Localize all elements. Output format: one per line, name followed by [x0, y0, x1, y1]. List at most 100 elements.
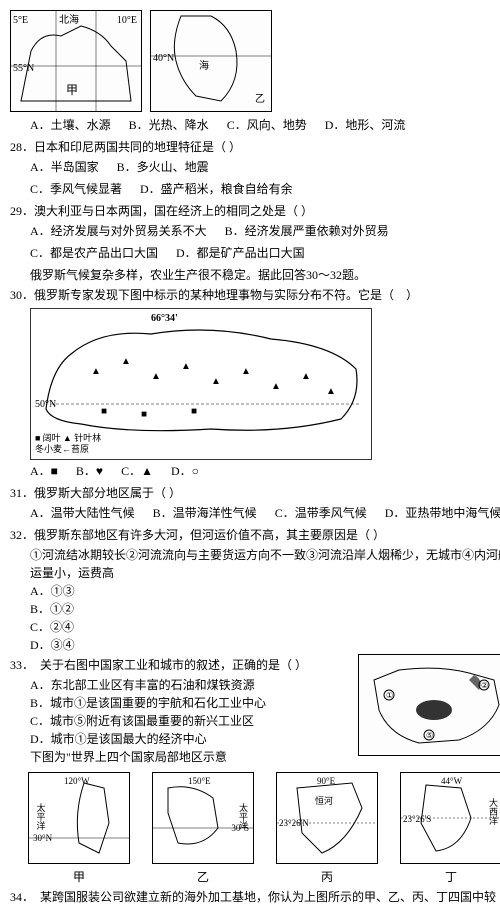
q28-D: D．盛产稻米，粮食自给有余 — [140, 180, 293, 198]
q30-options: A．■ B．♥ C．▲ D．○ — [30, 462, 500, 480]
map1-topleft: 5°E — [13, 13, 28, 28]
q33-stem: 33． 关于右图中国家工业和城市的叙述，正确的是（ ） — [10, 656, 350, 674]
map2-center: 海 — [199, 59, 209, 74]
q31-D: D．亚热带地中海气候 — [385, 504, 500, 522]
q30-D: D．○ — [171, 462, 199, 480]
russia-map: ▲ ▲ ▲ ▲ ▲ ▲ ▲ ▲ ▲ ■ ■ ■ 66°34' 50°N ■ 阔叶 ▲ 针叶林 冬… — [30, 308, 372, 460]
m1-left: 太平洋 — [33, 803, 47, 830]
map1-topright: 10°E — [117, 13, 137, 28]
q32-B: B．①② — [30, 600, 500, 618]
map1-side: 55°N — [13, 61, 34, 76]
m2-bottom: 30°S — [231, 822, 249, 836]
m1-top: 120°W — [64, 775, 90, 789]
q31-B: B．温带海洋性气候 — [153, 504, 257, 522]
svg-text:▲: ▲ — [271, 381, 281, 392]
m4-right: 大西洋 — [486, 798, 500, 825]
m1-name: 甲 — [29, 868, 129, 886]
q29-options-2: C．都是农产品出口大国 D．都是矿产品出口大国 — [30, 244, 500, 262]
q33-wrap: 33． 关于右图中国家工业和城市的叙述，正确的是（ ） A．东北部工业区有丰富的… — [10, 654, 500, 766]
q34-stem: 34． 某跨国服装公司欲建立新的海外加工基地，你认为上图所示的甲、乙、丙、丁四国… — [10, 888, 500, 906]
svg-text:▲: ▲ — [121, 356, 131, 367]
q28-stem: 28．日本和印尼两国共同的地理特征是（ ） — [10, 138, 500, 156]
map-1: 5°E 北海 10°E 55°N 甲 — [10, 10, 142, 112]
map1-topmid: 北海 — [59, 13, 79, 28]
q27-B: B．光热、降水 — [129, 116, 209, 134]
q31-stem: 31．俄罗斯大部分地区属于（ ） — [10, 484, 500, 502]
q29-stem: 29．澳大利亚与日本两国，国在经济上的相同之处是（ ） — [10, 202, 500, 220]
small-map-2: 150°E 太平洋 30°S — [152, 772, 254, 864]
map-2: 40°N 海 乙 — [150, 10, 272, 112]
q31-A: A．温带大陆性气候 — [30, 504, 135, 522]
russia-side-label: 50°N — [35, 397, 56, 412]
four-maps-row: 120°W 太平洋 30°N 150°E 太平洋 30°S 90°E 恒河 23… — [20, 772, 500, 864]
svg-text:▲: ▲ — [326, 386, 336, 397]
q28-B: B．多火山、地震 — [117, 158, 209, 176]
russia-legend: ■ 阔叶 ▲ 针叶林 冬小麦←苔原 — [35, 433, 101, 455]
svg-text:■: ■ — [191, 406, 197, 417]
m4-lat: 23°26'S — [403, 813, 431, 827]
q27-C: C．风向、地势 — [227, 116, 307, 134]
q31-options: A．温带大陆性气候 B．温带海洋性气候 C．温带季风气候 D．亚热带地中海气候 — [30, 504, 500, 522]
map-name-row: 甲 乙 丙 丁 — [20, 868, 500, 886]
usa-map-svg: ② ① ⑤ — [359, 655, 500, 755]
m1-bottom: 30°N — [33, 832, 52, 846]
q32-detail: ①河流结冰期较长②河流流向与主要货运方向不一致③河流沿岸人烟稀少，无城市④内河航… — [30, 546, 500, 582]
svg-text:▲: ▲ — [301, 371, 311, 382]
top-map-row: 5°E 北海 10°E 55°N 甲 40°N 海 乙 — [10, 10, 500, 112]
legend-1: ■ 阔叶 ▲ 针叶林 — [35, 433, 101, 444]
map1-center: 甲 — [66, 81, 78, 99]
q32-stem: 32．俄罗斯东部地区有许多大河，但河运价值不高，其主要原因是（ ） — [10, 526, 500, 544]
q30-A: A．■ — [30, 462, 58, 480]
q33-A: A．东北部工业区有丰富的石油和煤铁资源 — [30, 676, 350, 694]
m3-mid: 恒河 — [315, 795, 333, 809]
q29-lead: 俄罗斯气候复杂多样，农业生产很不稳定。据此回答30～32题。 — [30, 266, 500, 284]
m2-top: 150°E — [188, 775, 211, 789]
m3-lat: 23°26'N — [279, 817, 309, 831]
q32-D: D．③④ — [30, 636, 500, 654]
q30-B: B．♥ — [76, 462, 103, 480]
m2-name: 乙 — [153, 868, 253, 886]
q30-C: C．▲ — [121, 462, 153, 480]
q28-C: C．季风气候显著 — [30, 180, 122, 198]
map2-right: 乙 — [255, 92, 265, 107]
q33-D: D．城市①是该国最大的经济中心 — [30, 730, 350, 748]
m4-top: 44°W — [441, 775, 462, 789]
q28-options-2: C．季风气候显著 D．盛产稻米，粮食自给有余 — [30, 180, 500, 198]
m3-name: 丙 — [277, 868, 377, 886]
q27-options: A．土壤、水源 B．光热、降水 C．风向、地势 D．地形、河流 — [30, 116, 500, 134]
q29-B: B．经济发展严重依赖对外贸易 — [225, 222, 389, 240]
q29-A: A．经济发展与对外贸易关系不大 — [30, 222, 207, 240]
small-map-1: 120°W 太平洋 30°N — [28, 772, 130, 864]
russia-top-label: 66°34' — [151, 311, 178, 326]
svg-text:■: ■ — [101, 406, 107, 417]
q28-A: A．半岛国家 — [30, 158, 99, 176]
svg-text:▲: ▲ — [151, 371, 161, 382]
q27-A: A．土壤、水源 — [30, 116, 111, 134]
usa-map: ② ① ⑤ — [358, 654, 500, 756]
q31-C: C．温带季风气候 — [275, 504, 367, 522]
q32-C: C．②④ — [30, 618, 500, 636]
svg-text:▲: ▲ — [241, 366, 251, 377]
svg-text:■: ■ — [141, 409, 147, 420]
svg-text:①: ① — [386, 691, 393, 700]
svg-text:②: ② — [481, 681, 488, 690]
legend-2: 冬小麦←苔原 — [35, 444, 101, 455]
q33-text: 33． 关于右图中国家工业和城市的叙述，正确的是（ ） A．东北部工业区有丰富的… — [10, 654, 350, 766]
m4-name: 丁 — [401, 868, 500, 886]
q33-C: C．城市⑤附近有该国最重要的新兴工业区 — [30, 712, 350, 730]
q30-stem: 30．俄罗斯专家发现下图中标示的某种地理事物与实际分布不符。它是（ ） — [10, 286, 500, 304]
q29-C: C．都是农产品出口大国 — [30, 244, 158, 262]
q33-footer: 下图为"世界上四个国家局部地区示意 — [30, 748, 350, 766]
svg-text:▲: ▲ — [91, 366, 101, 377]
q28-options: A．半岛国家 B．多火山、地震 — [30, 158, 500, 176]
svg-text:▲: ▲ — [181, 361, 191, 372]
m3-top: 90°E — [317, 775, 335, 789]
q29-options: A．经济发展与对外贸易关系不大 B．经济发展严重依赖对外贸易 — [30, 222, 500, 240]
q27-D: D．地形、河流 — [325, 116, 406, 134]
q33-B: B．城市①是该国重要的宇航和石化工业中心 — [30, 694, 350, 712]
small-map-4: 44°W 大西洋 23°26'S — [400, 772, 500, 864]
map2-left: 40°N — [153, 51, 174, 66]
q29-D: D．都是矿产品出口大国 — [176, 244, 305, 262]
svg-text:▲: ▲ — [211, 376, 221, 387]
small-map-3: 90°E 恒河 23°26'N — [276, 772, 378, 864]
